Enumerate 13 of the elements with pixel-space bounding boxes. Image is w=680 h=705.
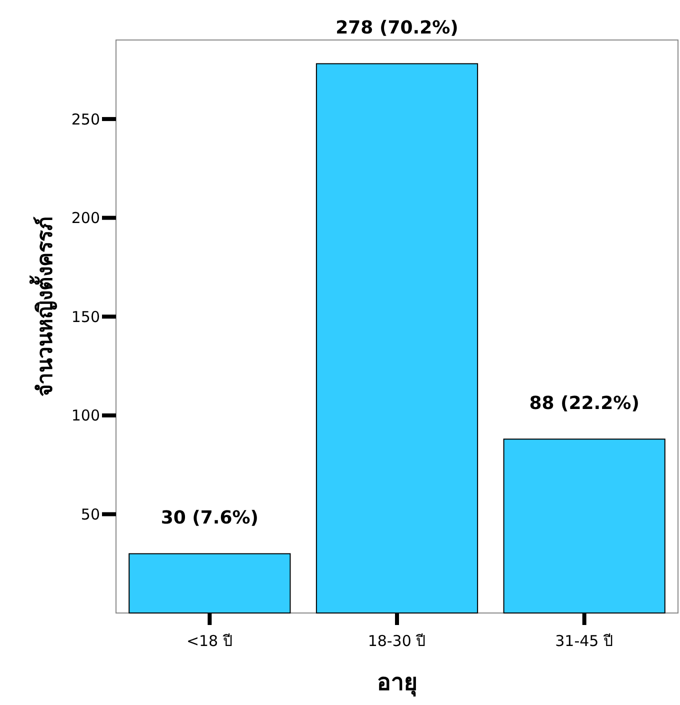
y-axis-title: จำนวนหญิงตั้งครรภ์ (29, 216, 58, 396)
x-tick-label: <18 ปี (186, 632, 233, 650)
y-tick-label: 100 (71, 406, 100, 425)
data-label: 278 (70.2%) (336, 18, 458, 39)
y-tick-label: 250 (71, 110, 100, 128)
y-tick-label: 150 (71, 308, 100, 326)
y-tick-label: 50 (80, 505, 100, 524)
x-tick-label: 18-30 ปี (368, 632, 426, 650)
data-label: 30 (7.6%) (160, 508, 259, 529)
x-tick-label: 31-45 ปี (555, 632, 614, 650)
y-tick-label: 200 (71, 209, 100, 228)
data-label: 88 (22.2%) (529, 393, 640, 414)
x-axis-title: อายุ (377, 670, 417, 697)
